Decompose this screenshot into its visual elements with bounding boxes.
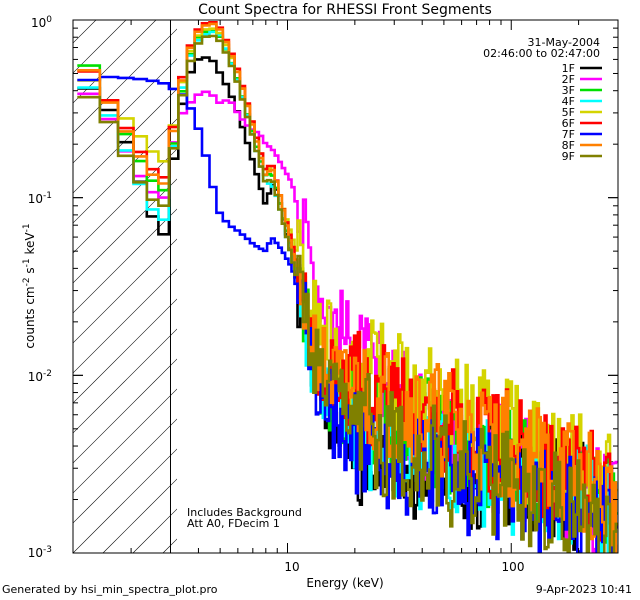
hatch-line	[73, 268, 177, 374]
y-tick-label-1e-2: 10-2	[28, 369, 52, 384]
series-layer	[77, 21, 618, 553]
legend-label-8F: 8F	[562, 139, 575, 152]
hatch-line	[73, 208, 177, 314]
legend-label-6F: 6F	[562, 117, 575, 130]
x-axis-label: Energy (keV)	[306, 576, 383, 590]
hatch-line	[73, 88, 177, 194]
hatch-line	[73, 418, 177, 524]
axis-ticks	[73, 19, 619, 554]
hatch-line	[0, 13, 13, 553]
hatch-line	[73, 388, 177, 494]
date-label: 31-May-2004	[528, 36, 600, 49]
legend-label-5F: 5F	[562, 106, 575, 119]
series-line-9F	[77, 34, 618, 553]
y-tick-label-1e-1: 10-1	[28, 191, 52, 206]
x-tick-label-10: 10	[284, 560, 299, 574]
annotation-background: Includes Background	[187, 506, 302, 519]
legend-label-1F: 1F	[562, 62, 575, 75]
x-tick-label-100: 100	[502, 560, 525, 574]
hatch-line	[73, 148, 177, 254]
y-tick-label-1e-3: 10-3	[28, 545, 52, 560]
hatch-line	[73, 178, 177, 284]
annotation-attenuator: Att A0, FDecim 1	[187, 517, 280, 530]
generated-by-note: Generated by hsi_min_spectra_plot.pro	[2, 583, 218, 596]
legend-label-7F: 7F	[562, 128, 575, 141]
legend-label-9F: 9F	[562, 150, 575, 163]
hatch-line	[0, 13, 73, 553]
hatch-line	[73, 448, 177, 553]
time-range-label: 02:46:00 to 02:47:00	[483, 47, 600, 60]
hatch-line	[73, 20, 127, 74]
hatch-line	[73, 58, 177, 164]
y-tick-label-1e0: 100	[31, 15, 52, 30]
y-axis-label: counts cm-2 s-1 keV-1	[22, 223, 37, 348]
hatch-line	[613, 13, 640, 553]
legend-label-3F: 3F	[562, 84, 575, 97]
legend-label-4F: 4F	[562, 95, 575, 108]
footer-timestamp: 9-Apr-2023 10:41	[535, 583, 632, 596]
plot-frame	[72, 19, 619, 554]
chart-title: Count Spectra for RHESSI Front Segments	[198, 2, 492, 18]
hatch-line	[73, 238, 177, 344]
legend-label-2F: 2F	[562, 73, 575, 86]
